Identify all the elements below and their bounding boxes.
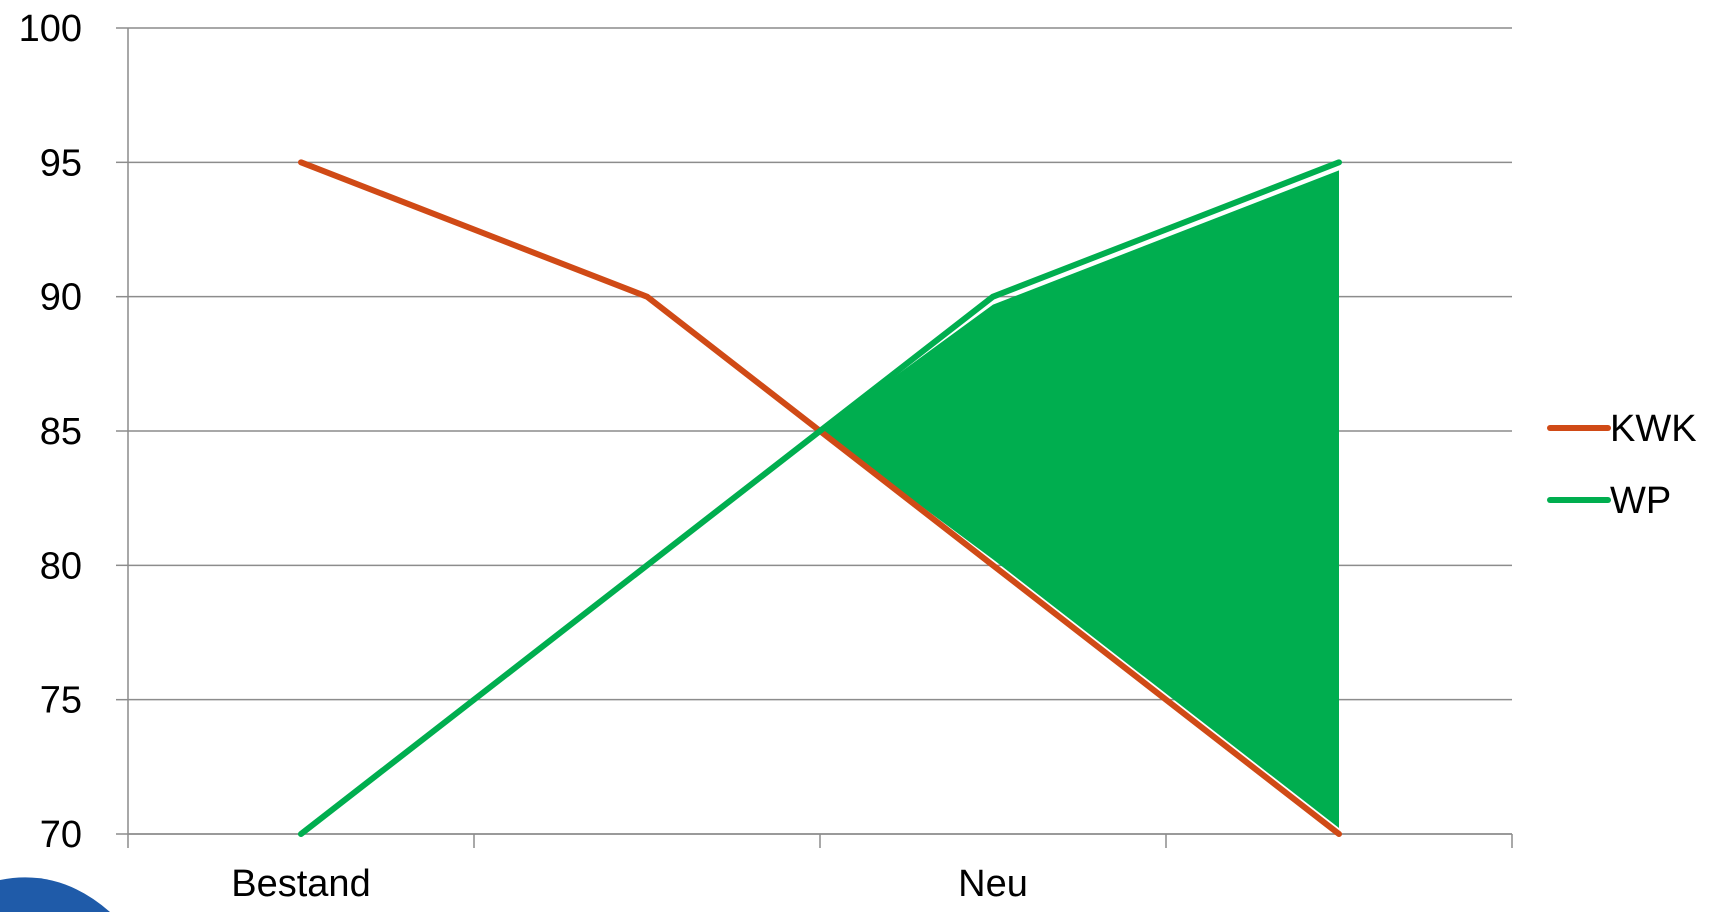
shaded-region [820, 170, 1339, 829]
x-tick-labels: Bestand Neu [231, 863, 1028, 905]
x-tick-label: Bestand [231, 863, 370, 905]
y-tick-label: 85 [40, 411, 82, 453]
y-tick-label: 80 [40, 545, 82, 587]
shaded-area [820, 170, 1339, 829]
gridlines [128, 27, 1512, 835]
y-tick-label: 70 [40, 814, 82, 856]
y-tick-label: 75 [40, 680, 82, 722]
corner-swoosh [0, 877, 110, 912]
legend-label-wp: WP [1610, 480, 1671, 522]
x-tick-label: Neu [958, 863, 1028, 905]
legend-label-kwk: KWK [1610, 408, 1697, 450]
y-tick-labels: 70 75 80 85 90 95 100 [19, 8, 82, 856]
series-lines [298, 159, 1342, 837]
y-tick-label: 90 [40, 277, 82, 319]
series-line-wp [298, 159, 1342, 837]
y-tick-label: 95 [40, 142, 82, 184]
corner-decoration [0, 877, 110, 912]
y-tick-label: 100 [19, 8, 82, 50]
legend: KWK WP [1547, 408, 1697, 522]
axes [116, 27, 1513, 848]
